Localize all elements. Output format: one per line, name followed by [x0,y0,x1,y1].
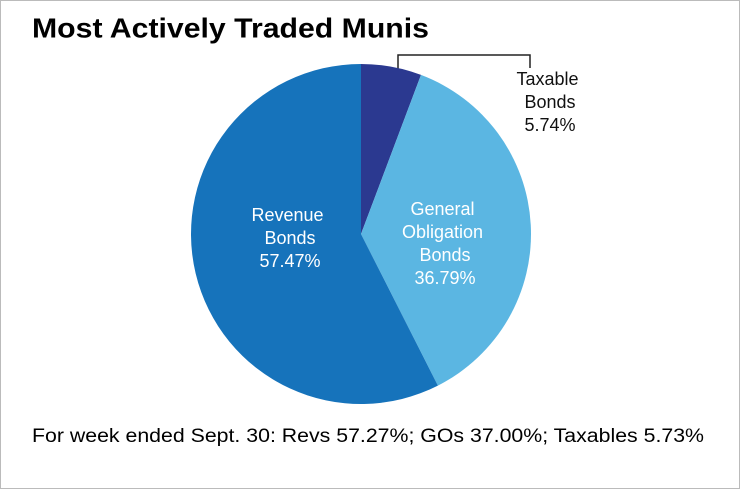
slice-label-line: Taxable [516,69,583,89]
pie-slice [361,74,532,386]
slice-label: General Obligation Bonds [402,199,488,265]
pie-slice [191,64,438,404]
value-label: 5.74% [524,115,575,135]
slice-label-line: General [410,199,479,219]
slice-label-line: Bonds [524,92,575,112]
pie-slice [361,64,421,234]
value-label: 36.79% [414,268,475,288]
footnote: For week ended Sept. 30: Revs 57.27%; GO… [32,426,704,447]
slice-label: Revenue Bonds [251,205,328,248]
slice-label-line: Bonds [419,245,470,265]
slice-label-line: Obligation [402,222,488,242]
slice-label-line: Bonds [264,228,315,248]
chart-title: Most Actively Traded Munis [32,12,429,43]
value-label: 57.47% [259,251,320,271]
slice-label: Taxable Bonds [516,69,583,112]
callout-line [397,54,531,74]
slice-label-line: Revenue [251,205,328,225]
